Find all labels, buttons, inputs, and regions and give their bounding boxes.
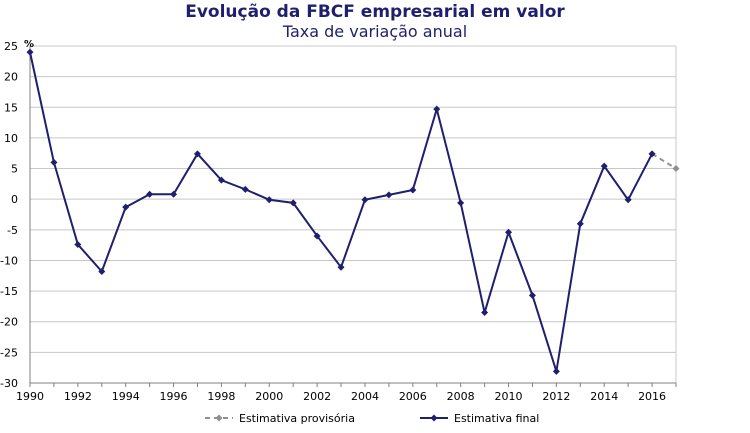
x-tick-label: 1996 [160,390,188,403]
y-tick-label: 0 [11,193,18,206]
y-tick-label: 5 [11,163,18,176]
data-point [624,196,632,204]
y-tick-label: 25 [4,40,18,53]
data-point [385,191,393,199]
data-point [289,199,297,207]
data-point [50,158,58,166]
y-tick-label: -10 [0,254,18,267]
data-point [146,190,154,198]
data-point [409,186,417,194]
y-tick-label: -25 [0,346,18,359]
data-point [433,105,441,113]
data-point [170,190,178,198]
axes [29,46,677,387]
legend-label: Estimativa provisória [239,412,355,425]
legend-marker [215,414,223,422]
data-point [528,291,536,299]
data-point [505,228,513,236]
chart-title: Evolução da FBCF empresarial em valor [185,2,565,22]
data-point [672,165,680,173]
data-point [576,220,584,228]
data-point [361,196,369,204]
data-point [337,263,345,271]
data-point [122,203,130,211]
data-point [648,150,656,158]
y-tick-label: -20 [0,316,18,329]
x-tick-label: 2006 [399,390,427,403]
x-tick-label: 1992 [64,390,92,403]
data-point [241,185,249,193]
series-final [26,48,656,375]
x-tick-label: 2016 [638,390,666,403]
x-tick-label: 2010 [495,390,523,403]
data-point [98,267,106,275]
legend-item: Estimativa final [420,412,539,425]
data-point [26,48,34,56]
x-tick-label: 2014 [590,390,618,403]
chart-subtitle: Taxa de variação anual [282,22,468,41]
x-tick-label: 2002 [303,390,331,403]
y-tick-label: 10 [4,132,18,145]
data-point [313,232,321,240]
y-tick-label: 15 [4,101,18,114]
series-layer [26,48,680,375]
data-point [481,309,489,317]
x-tick-label: 2004 [351,390,379,403]
x-tick-label: 2012 [542,390,570,403]
data-point [600,162,608,170]
data-point [74,241,82,249]
x-tick-label: 1994 [112,390,140,403]
data-point [265,196,273,204]
data-point [552,367,560,375]
y-tick-label: -30 [0,377,18,390]
legend: Estimativa provisória Estimativa final [205,412,539,425]
gridlines [30,45,677,384]
data-point [217,176,225,184]
data-point [193,150,201,158]
x-tick-label: 2000 [255,390,283,403]
x-tick-label: 1990 [16,390,44,403]
data-point [457,199,465,207]
legend-marker [430,414,438,422]
y-tick-label: -5 [7,224,18,237]
series-line [651,152,677,170]
legend-label: Estimativa final [454,412,539,425]
x-tick-label: 2008 [447,390,475,403]
y-tick-label: -15 [0,285,18,298]
y-tick-label: 20 [4,71,18,84]
legend-item: Estimativa provisória [205,412,355,425]
x-tick-label: 1998 [207,390,235,403]
series-line [29,51,653,372]
y-axis-unit-label: % [24,39,34,50]
